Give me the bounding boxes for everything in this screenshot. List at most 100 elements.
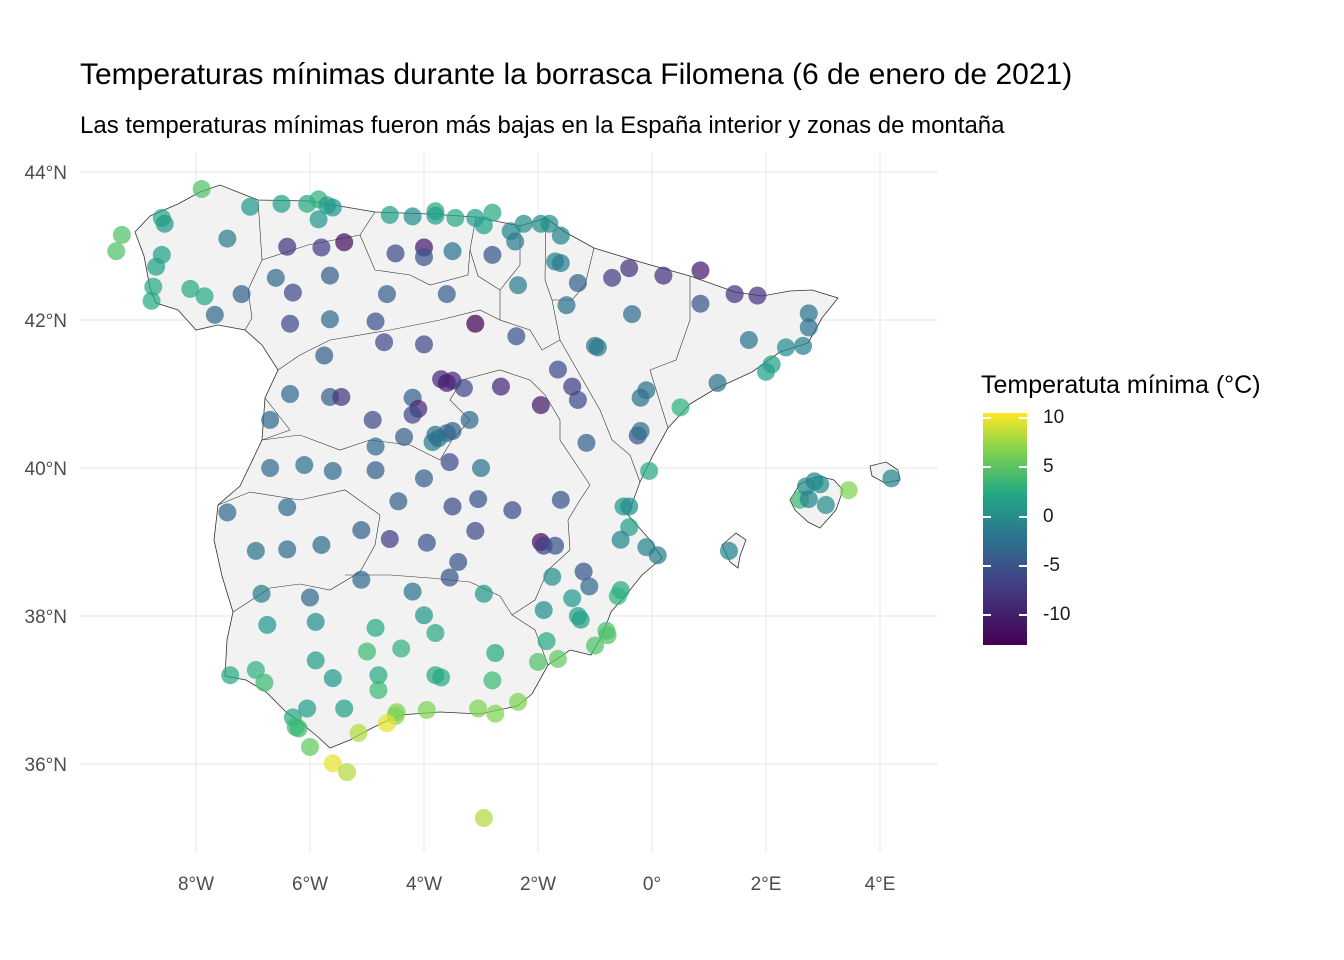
station-point (192, 180, 211, 199)
y-tick-label: 42°N (25, 311, 67, 332)
legend-tick-label: 10 (1043, 406, 1065, 428)
station-point (232, 285, 251, 304)
station-point (446, 208, 465, 227)
station-point (725, 285, 744, 304)
axes-labels: 8°W 6°W 4°W 2°W 0° 2°E 4°E 36°N 38°N 40°N 42°N 44°N (25, 163, 896, 895)
station-point (794, 336, 813, 355)
station-point (255, 673, 274, 692)
station-point (811, 475, 830, 494)
station-point (443, 242, 462, 261)
station-point (320, 310, 339, 329)
legend-tick-mark (1019, 416, 1027, 419)
station-point (335, 699, 354, 718)
station-point (454, 379, 473, 398)
x-tick-label: 8°W (178, 874, 214, 895)
station-point (580, 577, 599, 596)
station-point (369, 681, 388, 699)
station-point (739, 330, 758, 349)
station-point (486, 704, 505, 723)
station-point (147, 257, 166, 276)
station-point (335, 233, 354, 252)
station-point (623, 305, 642, 324)
station-point (799, 304, 818, 323)
station-point (278, 237, 297, 256)
station-point (460, 410, 479, 429)
station-point (577, 433, 596, 452)
station-point (648, 546, 667, 565)
station-point (283, 283, 302, 302)
station-point (369, 666, 388, 685)
x-tick-label: 0° (643, 874, 661, 895)
region-borders (217, 199, 691, 666)
station-point (568, 390, 587, 409)
station-point (380, 530, 399, 549)
station-point (691, 261, 710, 280)
station-point (640, 461, 659, 480)
station-point (757, 362, 775, 381)
station-point (366, 461, 385, 480)
station-point (551, 254, 570, 273)
station-point (509, 276, 528, 295)
station-point (469, 699, 488, 718)
station-point (568, 274, 587, 292)
station-point (246, 541, 265, 560)
station-point (507, 327, 526, 346)
station-point (691, 294, 710, 313)
station-point (598, 626, 617, 645)
station-points (107, 180, 901, 828)
station-point (261, 459, 280, 477)
station-point (466, 314, 485, 333)
station-point (323, 669, 342, 688)
station-point (315, 346, 334, 365)
legend-colorbar (983, 413, 1027, 645)
station-point (352, 521, 371, 540)
station-point (546, 536, 565, 555)
station-point (469, 490, 488, 509)
station-point (252, 584, 271, 603)
station-point (338, 763, 357, 782)
station-point (366, 618, 385, 637)
station-point (415, 248, 433, 267)
station-point (403, 207, 422, 226)
station-point (301, 588, 319, 607)
station-point (443, 497, 462, 516)
station-point (246, 661, 265, 680)
station-point (312, 535, 331, 554)
x-tick-label: 6°W (292, 874, 328, 895)
station-point (540, 214, 559, 233)
station-point (557, 296, 576, 315)
x-tick-label: 4°W (406, 874, 442, 895)
station-point (415, 335, 433, 354)
legend-tick-mark (1019, 466, 1027, 469)
station-point (799, 490, 818, 509)
station-point (799, 318, 818, 337)
station-point (352, 570, 371, 589)
station-point (816, 496, 835, 514)
station-point (631, 388, 650, 407)
station-point (349, 723, 368, 742)
station-point (506, 232, 525, 251)
chart-subtitle: Las temperaturas mínimas fueron más baja… (80, 112, 1005, 139)
station-point (218, 229, 237, 248)
y-tick-label: 44°N (25, 163, 67, 184)
station-point (181, 279, 200, 298)
station-point (571, 610, 590, 629)
station-point (389, 492, 408, 511)
station-point (440, 453, 459, 472)
station-point (377, 714, 396, 733)
station-point (306, 612, 325, 631)
station-point (534, 601, 553, 620)
station-point (221, 666, 240, 685)
station-point (375, 333, 394, 352)
legend-tick-label: 5 (1043, 456, 1054, 478)
station-point (312, 238, 331, 257)
legend-tick-mark (983, 614, 991, 617)
y-tick-label: 36°N (25, 755, 67, 776)
station-point (377, 285, 396, 304)
station-point (472, 459, 490, 477)
station-point (437, 285, 456, 304)
station-point (306, 651, 325, 670)
station-point (301, 737, 319, 756)
station-point (392, 639, 411, 658)
